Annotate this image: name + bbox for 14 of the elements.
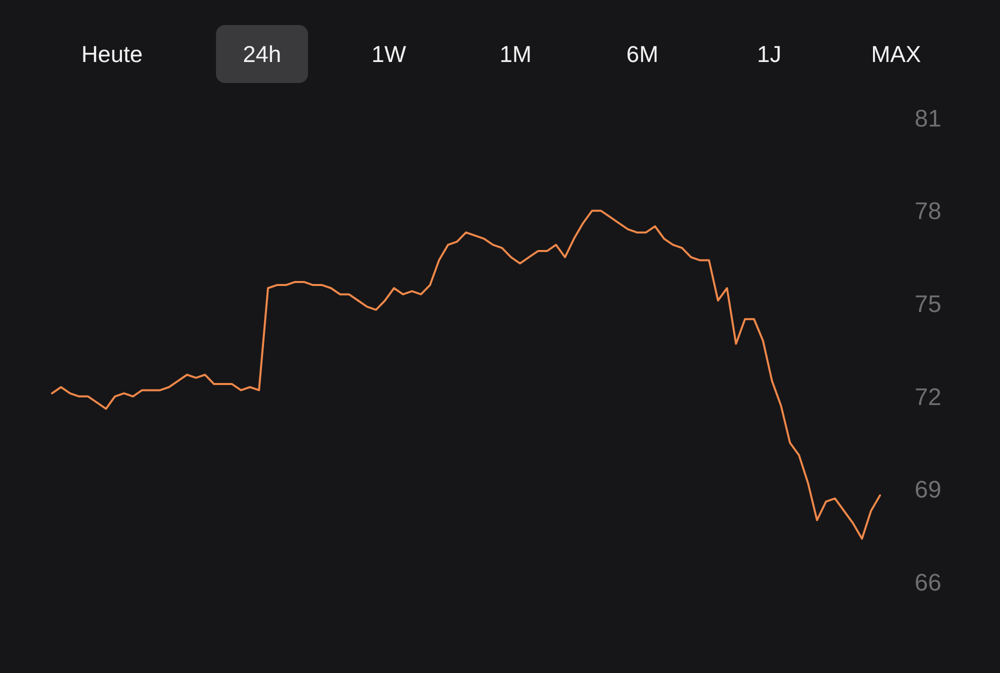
text: Heute: [81, 41, 143, 67]
text: 1M: [500, 41, 532, 67]
y-tick-label: 75: [914, 291, 942, 318]
text: 1W: [372, 41, 406, 67]
y-tick-label: 66: [914, 569, 942, 596]
line-series: [51, 210, 881, 540]
y-tick-label: 69: [914, 476, 942, 504]
y-tick-label: 78: [914, 198, 942, 226]
text: 24h: [242, 41, 282, 67]
text: MAX: [871, 41, 921, 67]
y-tick-label: 72: [914, 384, 942, 411]
y-tick-label: 81: [914, 105, 942, 132]
text: 1J: [757, 41, 782, 67]
text: 6M: [626, 41, 658, 67]
